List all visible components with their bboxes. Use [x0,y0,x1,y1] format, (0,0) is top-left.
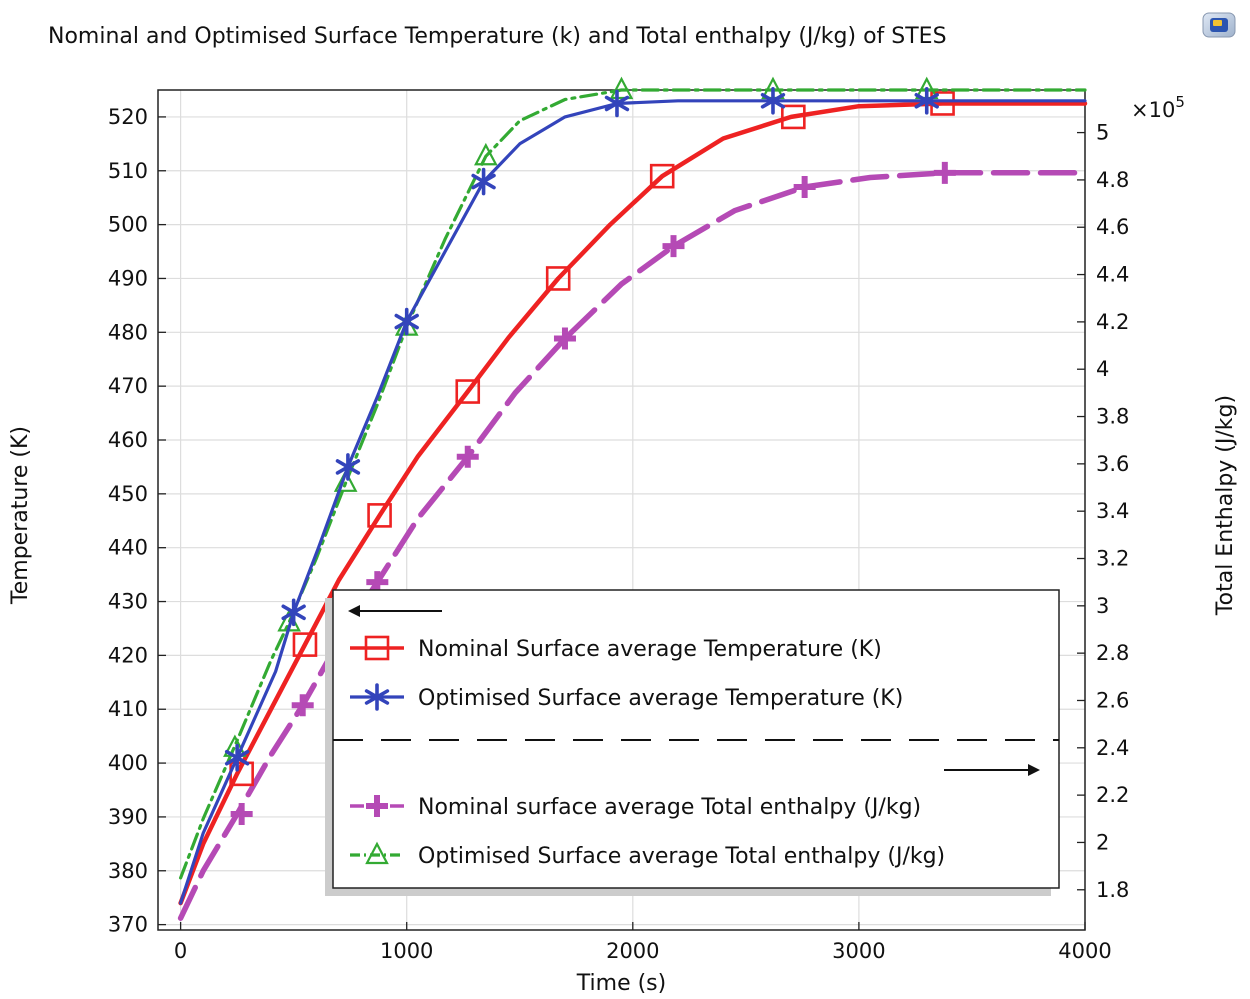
y2-tick-label: 3.8 [1096,405,1129,429]
data-point [474,142,498,166]
series-1 [178,91,1088,906]
series-line [179,88,1087,880]
y2-tick-label: 2.2 [1096,783,1129,807]
y2-tick-label: 4.2 [1096,310,1129,334]
y2-exponent: 5 [1175,93,1185,111]
data-point [281,598,306,627]
series-2 [179,86,1087,905]
legend-left-arrowhead [348,605,360,617]
y-tick-label: 430 [108,590,148,614]
y2-tick-label: 3 [1096,594,1109,618]
y-tick-label: 500 [108,213,148,237]
y-tick-label: 420 [108,643,148,667]
x-tick-label: 2000 [606,939,659,963]
chart-title: Nominal and Optimised Surface Temperatur… [48,24,947,49]
data-point [291,694,314,717]
legend: Nominal Surface average Temperature (K) O… [325,589,1060,896]
legend-entry-label: Optimised Surface average Total enthalpy… [418,844,945,869]
y2-tick-label: 4.4 [1096,263,1129,287]
y-tick-label: 410 [108,697,148,721]
data-point [649,163,675,189]
series-3 [177,161,1088,921]
y2-tick-label: 3.2 [1096,547,1129,571]
y2-tick-label: 4.6 [1096,215,1129,239]
y2-tick-label: 4.8 [1096,168,1129,192]
x-tick-label: 0 [174,939,187,963]
legend-entry-label: Optimised Surface average Temperature (K… [418,686,903,711]
data-point [545,266,571,291]
y-tick-label: 380 [108,859,148,883]
y-tick-label: 370 [108,913,148,937]
data-point [394,307,419,336]
y2-tick-label: 1.8 [1096,878,1129,902]
data-point [781,104,806,130]
data-point [230,803,253,826]
data-point [366,795,388,817]
y-tick-label: 390 [108,805,148,829]
y2-tick-label: 2.6 [1096,688,1129,712]
x-tick-label: 1000 [380,939,433,963]
y-tick-label: 490 [108,266,148,290]
data-point [367,503,392,528]
data-point [292,632,318,657]
x-tick-label: 4000 [1058,939,1111,963]
data-point [760,86,786,115]
data-point [364,635,390,661]
data-point [364,683,390,711]
y2-tick-label: 4 [1096,357,1109,381]
data-point [333,469,358,492]
data-point [456,445,479,468]
legend-entry-label: Nominal surface average Total enthalpy (… [418,795,921,820]
series-line [179,99,1087,905]
data-point [335,453,361,481]
data-point [662,235,685,258]
y2-tick-label: 3.4 [1096,499,1129,523]
x-axis-label: Time (s) [576,971,666,996]
legend-right-arrowhead [1028,764,1040,776]
data-point [914,86,939,115]
data-point [933,161,956,184]
y-tick-label: 480 [108,320,148,344]
data-point [609,76,634,100]
y2-axis-label: Total Enthalpy (J/kg) [1213,395,1238,616]
y2-tick-label: 2.4 [1096,736,1129,760]
y-axis-label: Temperature (K) [8,426,33,605]
y-tick-label: 400 [108,751,148,775]
data-point [455,379,481,404]
app-window-icon[interactable] [1201,10,1237,40]
data-point [224,743,250,772]
y-tick-label: 510 [108,159,148,183]
y-tick-label: 450 [108,482,148,506]
y-tick-label: 460 [108,428,148,452]
y-tick-label: 470 [108,374,148,398]
data-point [553,327,576,350]
y2-tick-label: 2 [1096,830,1109,854]
y2-tick-label: 2.8 [1096,641,1129,665]
y2-tick-label: 5 [1096,121,1109,145]
y-tick-label: 520 [108,105,148,129]
data-point [471,167,496,196]
data-point [604,89,630,118]
series-line [178,101,1088,906]
y2-multiplier: ×105 [1131,93,1185,122]
y2-tick-label: 3.6 [1096,452,1129,476]
data-point [365,841,389,865]
legend-entry-label: Nominal Surface average Temperature (K) [418,637,882,662]
x-tick-label: 3000 [832,939,885,963]
y-tick-label: 440 [108,536,148,560]
data-point [793,176,816,199]
